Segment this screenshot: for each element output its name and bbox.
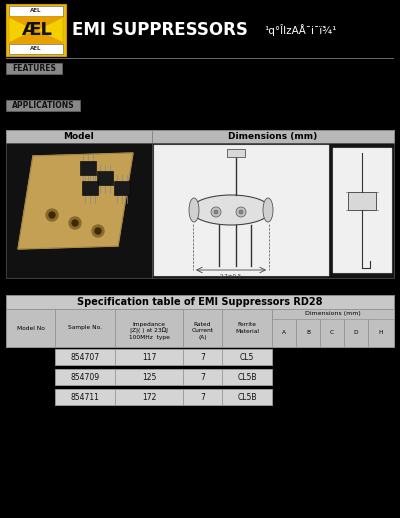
Bar bbox=[115, 349, 183, 365]
Bar bbox=[6, 309, 394, 347]
Bar bbox=[6, 143, 152, 278]
Bar bbox=[55, 369, 115, 385]
Bar bbox=[55, 349, 115, 365]
Circle shape bbox=[69, 217, 81, 229]
Bar bbox=[80, 161, 96, 175]
Text: 7: 7 bbox=[200, 393, 205, 401]
Bar bbox=[152, 143, 394, 278]
Bar bbox=[55, 349, 272, 365]
Text: 854711: 854711 bbox=[70, 393, 100, 401]
Text: B: B bbox=[306, 330, 310, 336]
Text: FEATURES: FEATURES bbox=[12, 64, 56, 73]
Text: ÆL: ÆL bbox=[20, 21, 52, 39]
Text: 854707: 854707 bbox=[70, 353, 100, 362]
Polygon shape bbox=[9, 30, 63, 43]
Bar bbox=[115, 369, 183, 385]
Text: APPLICATIONS: APPLICATIONS bbox=[12, 101, 74, 110]
Bar bbox=[6, 63, 62, 74]
Text: Rated
Current
(A): Rated Current (A) bbox=[192, 322, 214, 340]
Text: 117: 117 bbox=[142, 353, 156, 362]
Bar bbox=[9, 6, 63, 16]
Bar bbox=[348, 192, 376, 210]
Text: EMI SUPPRESSORS: EMI SUPPRESSORS bbox=[72, 21, 248, 39]
Circle shape bbox=[92, 225, 104, 237]
Bar bbox=[6, 100, 80, 111]
Bar bbox=[272, 309, 394, 319]
Bar bbox=[344, 309, 368, 347]
Circle shape bbox=[236, 207, 246, 217]
Text: Ferrite
Material: Ferrite Material bbox=[235, 322, 259, 334]
Text: Model: Model bbox=[64, 132, 94, 141]
Circle shape bbox=[211, 207, 221, 217]
Bar bbox=[55, 389, 272, 405]
Text: Dimensions (mm): Dimensions (mm) bbox=[228, 132, 318, 141]
Text: 7: 7 bbox=[200, 372, 205, 381]
Bar bbox=[227, 149, 245, 157]
Bar bbox=[222, 309, 272, 347]
Text: AEL: AEL bbox=[30, 47, 42, 51]
Bar bbox=[154, 145, 329, 276]
Bar bbox=[272, 309, 296, 347]
Text: 854709: 854709 bbox=[70, 372, 100, 381]
Text: Specification table of EMI Suppressors RD28: Specification table of EMI Suppressors R… bbox=[77, 297, 323, 307]
Bar bbox=[183, 369, 222, 385]
Bar bbox=[55, 369, 272, 385]
Polygon shape bbox=[18, 153, 133, 249]
Bar bbox=[368, 309, 394, 347]
Circle shape bbox=[214, 210, 218, 214]
Bar bbox=[152, 130, 394, 143]
Text: 125: 125 bbox=[142, 372, 156, 381]
Circle shape bbox=[239, 210, 243, 214]
Text: CL5B: CL5B bbox=[237, 372, 257, 381]
Text: 2.7±0.5: 2.7±0.5 bbox=[220, 274, 242, 279]
Bar bbox=[6, 295, 394, 309]
Bar bbox=[6, 130, 152, 143]
Bar bbox=[320, 309, 344, 347]
Text: Sample No.: Sample No. bbox=[68, 325, 102, 330]
Circle shape bbox=[72, 220, 78, 226]
Text: CL5B: CL5B bbox=[237, 393, 257, 401]
Text: D: D bbox=[354, 330, 358, 336]
Circle shape bbox=[46, 209, 58, 221]
Bar bbox=[183, 349, 222, 365]
Bar bbox=[115, 389, 183, 405]
Text: A: A bbox=[282, 330, 286, 336]
Bar bbox=[6, 130, 394, 143]
Bar bbox=[9, 44, 63, 54]
Text: AEL: AEL bbox=[30, 8, 42, 13]
Bar bbox=[6, 58, 394, 59]
Circle shape bbox=[49, 212, 55, 218]
Bar bbox=[55, 309, 115, 347]
Bar bbox=[183, 309, 222, 347]
Ellipse shape bbox=[189, 198, 199, 222]
Bar bbox=[114, 181, 130, 195]
Bar bbox=[183, 389, 222, 405]
Bar bbox=[296, 309, 320, 347]
Bar bbox=[82, 181, 98, 195]
Text: 7: 7 bbox=[200, 353, 205, 362]
Bar bbox=[55, 389, 115, 405]
Polygon shape bbox=[9, 17, 63, 30]
Text: H: H bbox=[379, 330, 383, 336]
Text: C: C bbox=[330, 330, 334, 336]
Bar bbox=[9, 17, 63, 43]
Text: ¹q°ÎIzAÅ¯i¯ï¾¹: ¹q°ÎIzAÅ¯i¯ï¾¹ bbox=[264, 24, 336, 36]
Circle shape bbox=[95, 228, 101, 234]
Text: CL5: CL5 bbox=[240, 353, 254, 362]
Bar bbox=[115, 309, 183, 347]
Bar bbox=[222, 349, 272, 365]
Bar bbox=[222, 389, 272, 405]
Text: Model No: Model No bbox=[16, 325, 44, 330]
Bar bbox=[6, 4, 66, 56]
Bar bbox=[222, 369, 272, 385]
Text: Impedance
|Z|( ) at 23ΩJ
100MHz  type: Impedance |Z|( ) at 23ΩJ 100MHz type bbox=[128, 322, 170, 340]
Bar bbox=[6, 309, 55, 347]
Text: 172: 172 bbox=[142, 393, 156, 401]
Bar bbox=[333, 148, 392, 273]
Text: Dimensions (mm): Dimensions (mm) bbox=[305, 311, 361, 316]
Ellipse shape bbox=[191, 195, 271, 225]
Bar bbox=[97, 171, 113, 185]
Ellipse shape bbox=[263, 198, 273, 222]
